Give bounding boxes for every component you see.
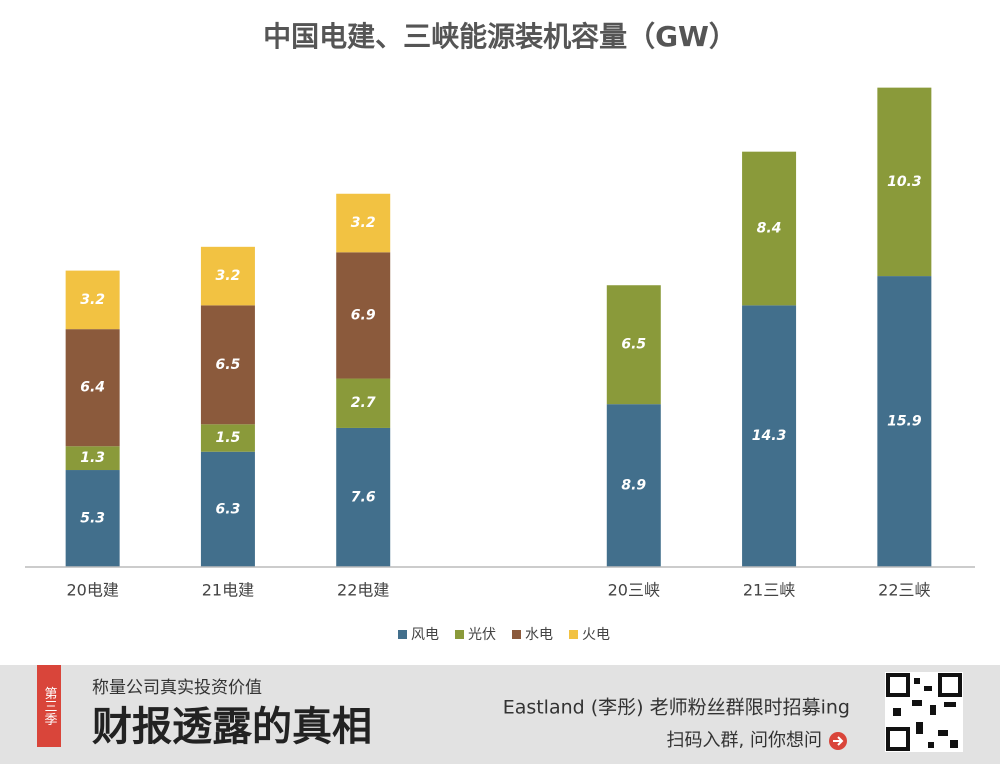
bar-segment (65, 270, 120, 330)
chart-title: 中国电建、三峡能源装机容量（GW） (263, 20, 737, 53)
bar-segment (606, 285, 661, 405)
bar-segment (336, 252, 391, 379)
bar-segment (200, 305, 255, 425)
data-label: 5.3 (80, 511, 105, 527)
data-label: 3.2 (80, 292, 105, 308)
slogan: 称量公司真实投资价值 (92, 678, 262, 698)
data-label: 1.5 (216, 430, 241, 446)
legend-swatch (569, 630, 578, 639)
bar-segment (65, 470, 120, 567)
legend-swatch (512, 630, 521, 639)
x-tick-label: 21电建 (202, 581, 254, 600)
x-tick-label: 21三峡 (743, 581, 795, 600)
cta: 扫码入群, 问你想问 (667, 730, 822, 751)
arrow (833, 736, 844, 746)
bar-segment (200, 246, 255, 306)
bar-segment (606, 404, 661, 567)
data-label: 1.3 (80, 450, 105, 466)
x-tick-label: 20电建 (66, 581, 118, 600)
data-label: 3.2 (216, 268, 241, 284)
plot: 20电建 5.3 1.3 6.4 3.2 21电建 6.3 1.5 6.5 3.2 22电建 7.6 2… (25, 87, 975, 643)
tag-bg (37, 665, 61, 747)
bar-segment (742, 151, 797, 306)
bar-segment (877, 87, 932, 277)
legend-swatch (398, 630, 407, 639)
bar-segment (877, 276, 932, 567)
data-label: 3.2 (351, 215, 376, 231)
data-label: 8.9 (621, 478, 646, 494)
data-label: 6.5 (216, 357, 241, 373)
data-label: 6.5 (621, 337, 646, 353)
data-label: 2.7 (351, 395, 376, 411)
legend-label: 风电 (411, 627, 439, 643)
x-tick-label: 20三峡 (608, 581, 660, 600)
data-label: 6.3 (216, 501, 241, 517)
promo: Eastland (李彤) 老师粉丝群限时招募ing (503, 697, 850, 719)
bar-segment (742, 305, 797, 567)
qr-code (885, 672, 963, 752)
data-label: 8.4 (757, 221, 782, 237)
bar-segment (336, 193, 391, 253)
data-label: 15.9 (887, 414, 922, 430)
data-label: 7.6 (351, 489, 376, 505)
bar-segment (65, 446, 120, 471)
legend-label: 光伏 (468, 627, 496, 643)
bar-segment (200, 451, 255, 567)
x-tick-label: 22三峡 (878, 581, 930, 600)
headline: 财报透露的真相 (92, 703, 372, 750)
bar-segment (65, 329, 120, 447)
bar-segment (336, 378, 391, 428)
bar-segment (200, 424, 255, 452)
legend-label: 水电 (525, 627, 553, 643)
data-label: 10.3 (887, 174, 922, 190)
x-tick-label: 22电建 (337, 581, 389, 600)
tag: 第三季 (42, 687, 58, 726)
legend-swatch (455, 630, 464, 639)
legend-label: 火电 (582, 627, 610, 643)
data-label: 6.9 (351, 307, 376, 323)
bar-segment (336, 427, 391, 567)
data-label: 6.4 (80, 380, 105, 396)
data-label: 14.3 (752, 428, 787, 444)
